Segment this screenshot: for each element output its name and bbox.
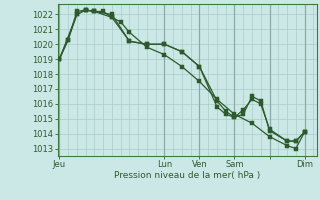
X-axis label: Pression niveau de la mer( hPa ): Pression niveau de la mer( hPa ) xyxy=(114,171,260,180)
